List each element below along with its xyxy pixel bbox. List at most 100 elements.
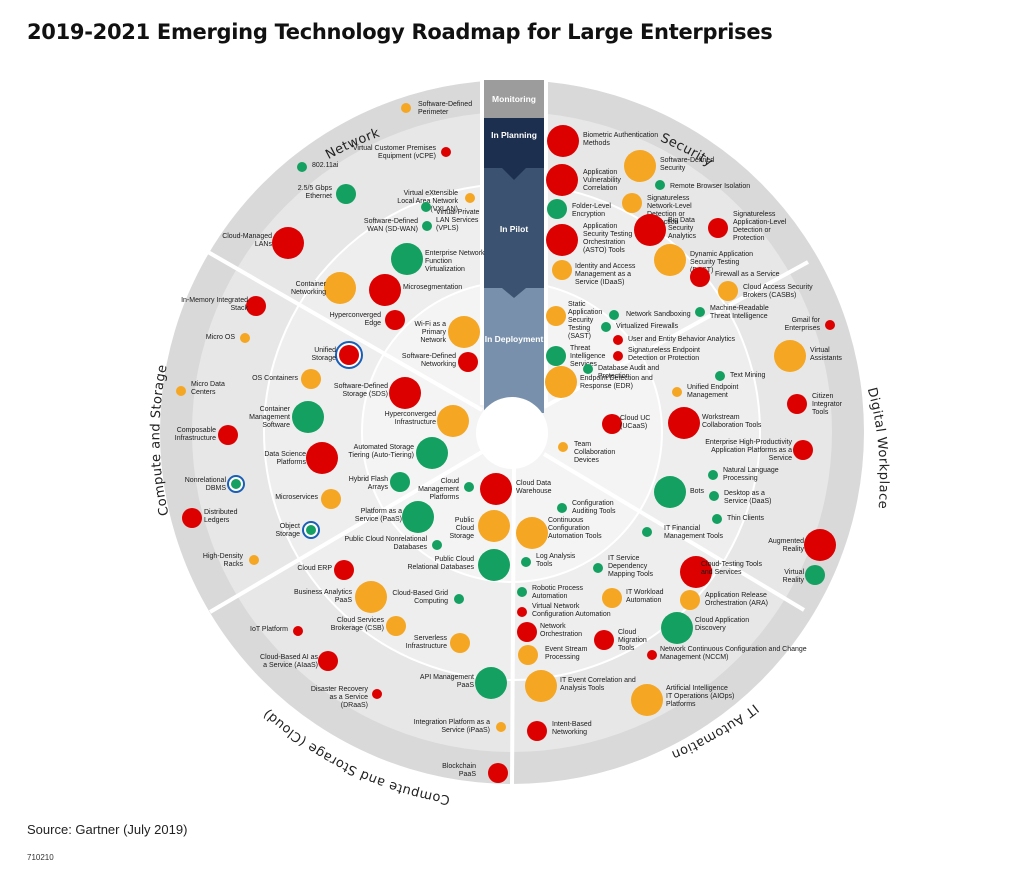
technology-item-network-continuous-configuration-and-change-management-nccm: Network Continuous Configuration and Cha… (647, 646, 807, 661)
technology-item-log-analysis-tools: Log Analysis Tools (521, 553, 576, 568)
technology-dot (709, 491, 719, 501)
technology-label: Enterprise Network Function Virtualization (425, 250, 485, 273)
technology-dot (176, 386, 186, 396)
technology-item-cloud-based-ai-as-a-service-aiaas: Cloud-Based AI as a Service (AIaaS) (260, 651, 338, 671)
technology-dot (718, 281, 738, 301)
stage-planning-label: In Planning (491, 130, 537, 140)
technology-item-enterprise-high-productivity-application-platforms-as-a-service: Enterprise High-Productivity Application … (705, 439, 813, 462)
technology-label: Application Release Orchestration (ARA) (705, 592, 768, 607)
technology-dot (336, 184, 356, 204)
technology-item-hyperconverged-edge: Hyperconverged Edge (330, 310, 405, 330)
technology-dot (182, 508, 202, 528)
technology-item-virtual-assistants: Virtual Assistants (774, 340, 842, 372)
technology-label: Cloud Access Security Brokers (CASBs) (743, 284, 813, 299)
technology-dot (546, 346, 566, 366)
technology-item-micro-data-centers: Micro Data Centers (176, 381, 225, 396)
technology-dot (518, 645, 538, 665)
technology-item-continuous-configuration-automation-tools: Continuous Configuration Automation Tools (516, 517, 602, 549)
technology-label: Cloud ERP (297, 565, 332, 572)
technology-dot (458, 352, 478, 372)
technology-dot (385, 310, 405, 330)
technology-label: Cloud UC (UCaaS) (620, 415, 650, 430)
technology-item-platform-as-a-service-paas: Platform as a Service (PaaS) (355, 501, 434, 533)
technology-dot (488, 763, 508, 783)
technology-label: Public Cloud Storage (449, 517, 474, 540)
technology-item-big-data-security-analytics: Big Data Security Analytics (634, 214, 697, 246)
technology-label: Serverless Infrastructure (406, 635, 448, 650)
stage-planning (484, 118, 544, 168)
technology-item-application-release-orchestration-ara: Application Release Orchestration (ARA) (680, 590, 768, 610)
technology-item-network-orchestration: Network Orchestration (517, 622, 582, 642)
technology-item-application-vulnerability-correlation: Application Vulnerability Correlation (546, 164, 621, 196)
technology-dot (546, 164, 578, 196)
technology-dot (601, 322, 611, 332)
technology-item-workstream-collaboration-tools: Workstream Collaboration Tools (668, 407, 762, 439)
technology-item-micro-os: Micro OS (206, 333, 250, 343)
technology-dot (609, 310, 619, 320)
technology-dot (622, 193, 642, 213)
technology-item-artificial-intelligence-it-operations-aiops-platforms: Artificial Intelligence IT Operations (AI… (631, 684, 734, 716)
technology-label: Machine-Readable Threat Intelligence (710, 305, 769, 320)
technology-label: Disaster Recovery as a Service (DRaaS) (311, 686, 369, 709)
technology-item-software-defined-perimeter: Software-Defined Perimeter (401, 101, 472, 116)
technology-label: 802.11ai (312, 162, 339, 169)
technology-label: Virtual Private LAN Services (VPLS) (436, 209, 480, 232)
technology-item-cloud-application-discovery: Cloud Application Discovery (661, 612, 749, 644)
technology-dot (334, 560, 354, 580)
technology-label: Micro Data Centers (191, 381, 225, 396)
technology-dot (292, 401, 324, 433)
technology-dot (517, 587, 527, 597)
technology-item-cloud-uc-ucaas: Cloud UC (UCaaS) (602, 414, 650, 434)
technology-dot (297, 162, 307, 172)
technology-item-bots: Bots (654, 476, 705, 508)
technology-dot (339, 345, 359, 365)
technology-dot (390, 472, 410, 492)
technology-label: High-Density Racks (203, 553, 244, 568)
technology-item-threat-intelligence-services: Threat Intelligence Services (546, 345, 606, 368)
technology-dot (402, 501, 434, 533)
technology-dot (517, 622, 537, 642)
technology-dot (441, 147, 451, 157)
technology-label: Intent-Based Networking (552, 721, 592, 736)
technology-dot (655, 180, 665, 190)
technology-label: IT Workload Automation (626, 589, 664, 604)
technology-item-serverless-infrastructure: Serverless Infrastructure (406, 633, 470, 653)
technology-label: Unified Storage (311, 347, 336, 362)
technology-label: Platform as a Service (PaaS) (355, 508, 402, 523)
technology-item-container-management-software: Container Management Software (249, 401, 324, 433)
stage-column: Monitoring In Planning In Pilot In Deplo… (484, 80, 544, 413)
technology-item-it-financial-management-tools: IT Financial Management Tools (642, 525, 724, 540)
technology-label: Unified Endpoint Management (687, 384, 738, 399)
technology-dot (450, 633, 470, 653)
technology-dot (557, 503, 567, 513)
technology-item-it-service-dependency-mapping-tools: IT Service Dependency Mapping Tools (593, 555, 654, 578)
technology-label: Enterprise High-Productivity Application … (705, 439, 792, 462)
technology-item-application-security-testing-orchestration-asto-tools: Application Security Testing Orchestration… (546, 223, 632, 256)
technology-item-software-defined-storage-sds: Software-Defined Storage (SDS) (334, 377, 421, 409)
technology-label: Endpoint Detection and Response (EDR) (580, 375, 653, 390)
technology-label: API Management PaaS (420, 674, 474, 689)
technology-label: Threat Intelligence Services (570, 345, 606, 368)
technology-item-cloud-testing-tools-and-services: Cloud-Testing Tools and Services (680, 556, 762, 588)
technology-dot (624, 150, 656, 182)
technology-label: Cloud-Testing Tools and Services (701, 561, 762, 576)
technology-dot (593, 563, 603, 573)
technology-item-remote-browser-isolation: Remote Browser Isolation (655, 180, 750, 190)
technology-item-thin-clients: Thin Clients (712, 514, 764, 524)
technology-label: Gmail for Enterprises (785, 317, 821, 332)
technology-dot (478, 549, 510, 581)
technology-label: Continuous Configuration Automation Tools (548, 517, 602, 540)
technology-item-2-5-5-gbps-ethernet: 2.5/5 Gbps Ethernet (298, 184, 356, 204)
technology-item-high-density-racks: High-Density Racks (203, 553, 259, 568)
technology-label: Automated Storage Tiering (Auto-Tiering) (348, 444, 414, 459)
technology-label: Container Networking (291, 281, 327, 296)
technology-dot (661, 612, 693, 644)
technology-item-container-networking: Container Networking (291, 272, 356, 304)
technology-item-blockchain-paas: Blockchain PaaS (442, 763, 508, 783)
technology-label: Citizen Integrator Tools (812, 393, 843, 416)
technology-item-microservices: Microservices (275, 489, 341, 509)
technology-label: Cloud Data Warehouse (516, 480, 552, 495)
technology-dot (321, 489, 341, 509)
technology-label: Virtual Assistants (810, 347, 842, 362)
technology-item-hyperconverged-infrastructure: Hyperconverged Infrastructure (385, 405, 469, 437)
